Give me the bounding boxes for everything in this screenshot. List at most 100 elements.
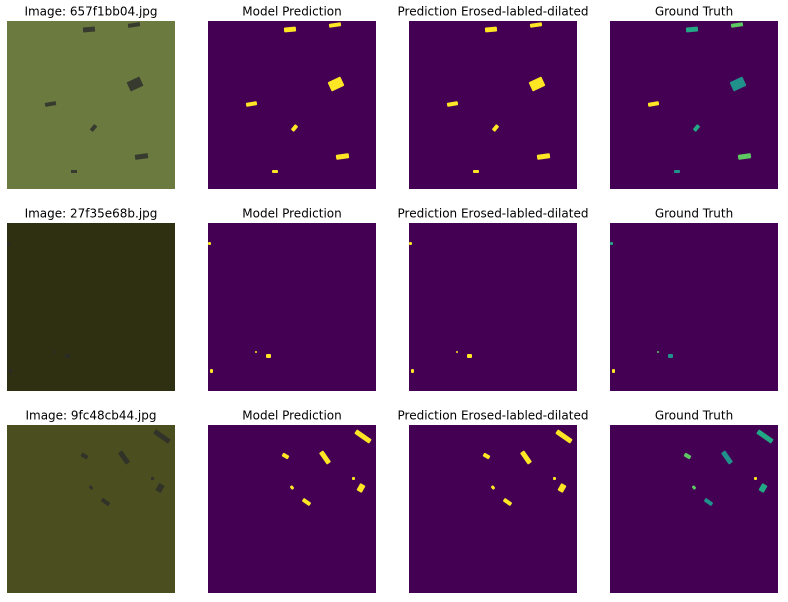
mask-blob xyxy=(446,101,459,107)
mask-blob xyxy=(492,124,499,132)
ship xyxy=(127,22,141,28)
mask-background xyxy=(208,21,376,189)
mask-blob xyxy=(272,170,278,173)
panel-title: Image: 27f35e68b.jpg xyxy=(25,207,158,221)
panel xyxy=(610,425,778,593)
ship xyxy=(134,153,149,160)
mask-background xyxy=(409,223,577,391)
mask-blob xyxy=(409,242,412,245)
ship xyxy=(54,351,56,353)
panel-title: Image: 657f1bb04.jpg xyxy=(24,5,157,19)
panel xyxy=(7,21,175,189)
mask-blob xyxy=(674,170,680,173)
panel xyxy=(409,21,577,189)
mask-blob xyxy=(668,354,673,358)
mask-background xyxy=(610,223,778,391)
panel-title: Model Prediction xyxy=(242,207,341,221)
ship xyxy=(88,485,94,490)
mask-blob xyxy=(484,26,498,33)
mask-blob xyxy=(758,483,768,493)
mask-blob xyxy=(482,452,491,460)
panel-title: Ground Truth xyxy=(655,5,733,19)
mask-background xyxy=(409,21,577,189)
panel-title: Model Prediction xyxy=(242,409,341,423)
ship xyxy=(117,450,131,465)
mask-blob xyxy=(352,477,355,480)
ship xyxy=(44,101,57,107)
mask-blob xyxy=(467,354,472,358)
mask-blob xyxy=(693,124,700,132)
ship xyxy=(100,497,111,507)
panel-title: Model Prediction xyxy=(242,5,341,19)
mask-background xyxy=(208,425,376,593)
ship xyxy=(7,242,10,245)
mask-blob xyxy=(319,450,331,465)
ship xyxy=(9,369,12,373)
mask-blob xyxy=(553,477,556,480)
mask-blob xyxy=(536,153,551,160)
panel xyxy=(409,425,577,593)
mask-blob xyxy=(255,351,257,353)
mask-blob xyxy=(691,485,697,490)
mask-blob xyxy=(612,369,615,373)
ship xyxy=(126,76,144,92)
ship xyxy=(153,429,171,444)
panel xyxy=(208,223,376,391)
ship xyxy=(80,452,89,460)
panel xyxy=(610,223,778,391)
panel xyxy=(610,21,778,189)
mask-blob xyxy=(354,429,372,444)
mask-blob xyxy=(754,477,757,480)
mask-blob xyxy=(411,369,414,373)
ship xyxy=(65,354,70,358)
mask-blob xyxy=(529,22,543,28)
image xyxy=(7,21,175,189)
ship xyxy=(71,170,77,173)
panel-title: Ground Truth xyxy=(655,207,733,221)
image xyxy=(7,223,175,391)
ship xyxy=(155,483,165,493)
ship xyxy=(82,26,96,33)
mask-blob xyxy=(283,26,297,33)
mask-blob xyxy=(335,153,350,160)
mask-blob xyxy=(704,498,713,506)
mask-blob xyxy=(490,485,496,490)
mask-blob xyxy=(737,153,752,160)
ship xyxy=(89,124,98,132)
panel-title: Prediction Erosed-labled-dilated xyxy=(398,5,589,19)
mask-blob xyxy=(503,498,512,506)
mask-blob xyxy=(327,76,345,92)
image xyxy=(7,425,175,593)
mask-blob xyxy=(729,76,747,92)
panel-title: Ground Truth xyxy=(655,409,733,423)
ship xyxy=(151,477,154,480)
mask-blob xyxy=(721,450,733,465)
mask-blob xyxy=(730,22,744,28)
mask-blob xyxy=(245,101,258,107)
panel xyxy=(7,223,175,391)
mask-blob xyxy=(528,76,546,92)
mask-blob xyxy=(555,429,573,444)
mask-blob xyxy=(685,26,699,33)
mask-blob xyxy=(291,124,298,132)
mask-blob xyxy=(520,450,532,465)
mask-blob xyxy=(281,452,290,460)
panel xyxy=(409,223,577,391)
panel xyxy=(208,21,376,189)
mask-background xyxy=(409,425,577,593)
mask-blob xyxy=(356,483,366,493)
mask-blob xyxy=(610,242,613,245)
mask-blob xyxy=(456,351,458,353)
mask-blob xyxy=(210,369,213,373)
panel xyxy=(7,425,175,593)
mask-blob xyxy=(756,429,774,444)
panel-title: Prediction Erosed-labled-dilated xyxy=(398,409,589,423)
panel xyxy=(208,425,376,593)
panel-title: Prediction Erosed-labled-dilated xyxy=(398,207,589,221)
mask-blob xyxy=(208,242,211,245)
mask-background xyxy=(208,223,376,391)
mask-blob xyxy=(266,354,271,358)
mask-blob xyxy=(289,485,295,490)
